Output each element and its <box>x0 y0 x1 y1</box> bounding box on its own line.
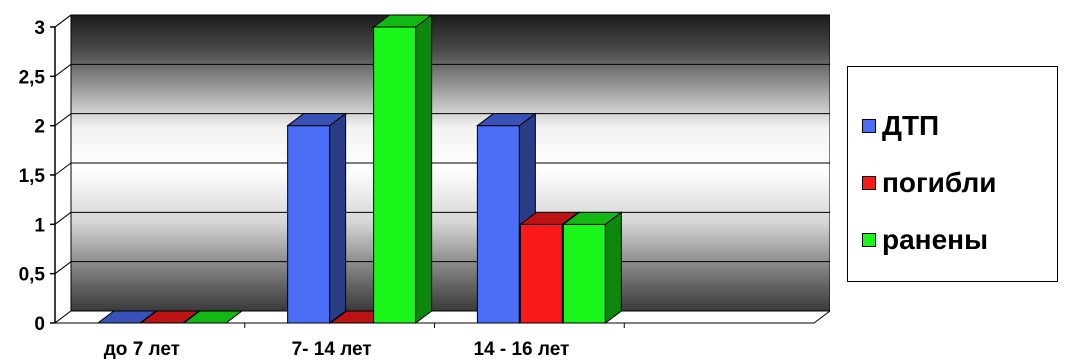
bar-top <box>372 14 434 28</box>
bar-side <box>329 112 347 324</box>
bar-front <box>519 223 563 324</box>
y-tick-label: 1,5 <box>19 166 46 187</box>
bar-front <box>562 223 606 324</box>
x-tick-label: 14 - 16 лет <box>473 339 569 360</box>
legend-item: ранены <box>862 224 988 255</box>
bar <box>561 211 623 324</box>
y-tick-label: 0,5 <box>19 265 46 286</box>
gridline-side <box>54 261 72 275</box>
legend-swatch <box>862 176 876 190</box>
y-tick-label: 0 <box>34 314 45 335</box>
gridline-side <box>54 113 72 127</box>
y-axis-top <box>54 14 72 28</box>
bar-side <box>415 14 433 324</box>
x-tick-label: 7- 14 лет <box>292 339 372 360</box>
legend: ДТП погибли ранены <box>847 66 1058 282</box>
legend-item: погибли <box>862 167 997 198</box>
bar-top <box>286 113 348 127</box>
bar-top <box>561 211 623 225</box>
legend-swatch <box>862 119 876 133</box>
bar <box>96 310 158 324</box>
bar-top <box>518 211 580 225</box>
bar-side <box>604 211 622 324</box>
y-tick-label: 1 <box>34 215 45 236</box>
bar-top <box>96 310 158 324</box>
bar <box>139 310 201 324</box>
gridline-side <box>54 211 72 225</box>
bar-front <box>373 26 417 324</box>
x-tick-label: до 7 лет <box>104 339 180 360</box>
gridline-side <box>54 162 72 176</box>
gridline-side <box>54 63 72 77</box>
legend-label: ДТП <box>882 110 940 141</box>
value-axis: 0 0,5 1 1,5 2 2,5 3 <box>19 14 72 335</box>
bar <box>372 14 434 324</box>
bar <box>182 310 244 324</box>
category-axis: до 7 лет 7- 14 лет 14 - 16 лет <box>104 323 625 360</box>
y-tick-label: 2,5 <box>19 67 46 88</box>
bar-front <box>476 125 520 324</box>
bar-front <box>287 125 331 324</box>
bar-top <box>139 310 201 324</box>
bar-top <box>475 113 537 127</box>
bar <box>286 112 348 324</box>
legend-swatch <box>862 233 876 247</box>
bar-top <box>182 310 244 324</box>
y-tick-label: 2 <box>34 117 45 138</box>
legend-item: ДТП <box>862 110 940 141</box>
bars <box>96 14 623 324</box>
legend-label: погибли <box>882 167 997 198</box>
y-tick-label: 3 <box>34 18 45 39</box>
legend-label: ранены <box>882 224 988 255</box>
bar-chart: 0 0,5 1 1,5 2 2,5 3 до 7 лет 7- 14 лет 14 - 16 л… <box>19 14 830 360</box>
